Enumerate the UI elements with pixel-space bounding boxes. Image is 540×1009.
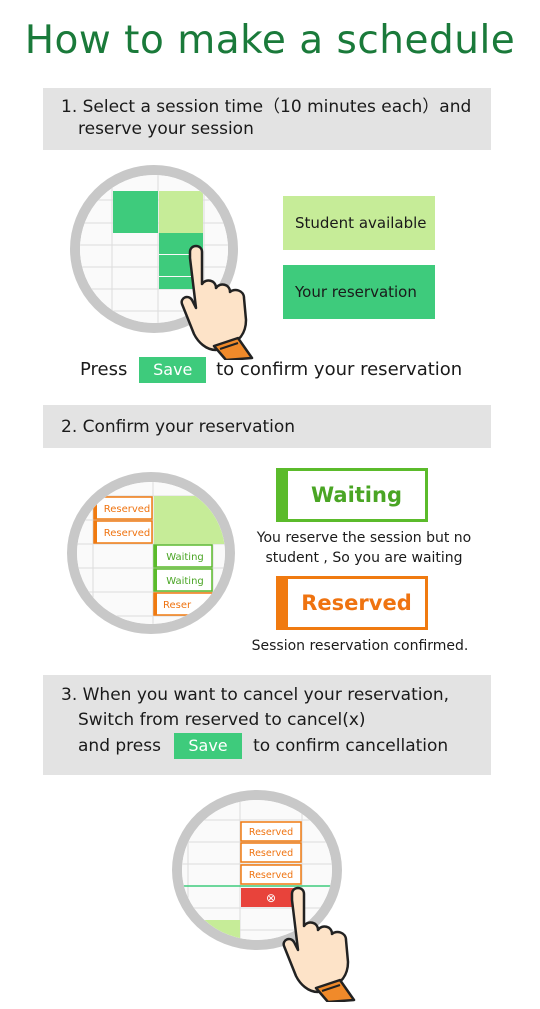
reserved-caption: Session reservation confirmed. — [240, 636, 480, 656]
magnifier-step3: Reserved Reserved Reserved ⊗ — [172, 790, 342, 950]
page-title: How to make a schedule — [24, 18, 516, 63]
grid-cell-reservation — [113, 191, 158, 212]
reserved-cell-label: Reserved — [249, 848, 293, 859]
legend-student-available-label: Student available — [295, 214, 427, 232]
waiting-cell: Waiting — [153, 568, 213, 592]
schedule-grid-zoom-2: Reserved Reserved Waiting Waiting Reser — [77, 482, 225, 624]
pointing-hand-icon — [180, 244, 254, 360]
reserved-cell: Reserved — [93, 520, 153, 544]
magnifier-step2: Reserved Reserved Waiting Waiting Reser — [67, 472, 235, 634]
waiting-caption: You reserve the session but no student ,… — [248, 528, 480, 569]
step3-line3-prefix: and press — [78, 736, 161, 757]
save-button-sample: Save — [174, 733, 242, 760]
reserved-status-box: Reserved — [276, 576, 428, 630]
waiting-caption-line2: student , So you are waiting — [265, 550, 463, 567]
step1-line1: 1. Select a session time（10 minutes each… — [61, 97, 472, 117]
waiting-status-box: Waiting — [276, 468, 428, 522]
step2-heading: 2. Confirm your reservation — [43, 405, 491, 448]
magnifier-step1 — [70, 165, 238, 333]
grid-cell-available — [159, 191, 203, 212]
step2-heading-text: 2. Confirm your reservation — [61, 417, 296, 437]
legend-student-available: Student available — [283, 196, 435, 250]
waiting-status-label: Waiting — [310, 483, 402, 507]
schedule-grid-zoom-3: Reserved Reserved Reserved ⊗ — [182, 800, 332, 940]
cancel-cell: ⊗ — [241, 888, 301, 907]
reserved-cell: Reserved — [93, 496, 153, 520]
reserved-cell-partial: Reser — [153, 592, 213, 616]
reserved-cell-label: Reserved — [104, 528, 151, 539]
step3-line1: 3. When you want to cancel your reservat… — [61, 685, 450, 705]
step3-line3-suffix: to confirm cancellation — [253, 736, 449, 757]
step3-line3: and press Save to confirm cancellation — [61, 733, 479, 760]
press-save-instruction: Press Save to confirm your reservation — [80, 357, 462, 383]
reserved-cell: Reserved — [240, 864, 302, 885]
reserved-status-label: Reserved — [301, 591, 412, 615]
press-prefix: Press — [80, 359, 128, 380]
legend-your-reservation-label: Your reservation — [295, 283, 417, 301]
reserved-cell: Reserved — [240, 821, 302, 842]
grid-cell-available — [159, 212, 203, 233]
reserved-cell-label: Reserved — [249, 827, 293, 838]
waiting-cell: Waiting — [153, 544, 213, 568]
cancel-x-icon: ⊗ — [266, 891, 276, 905]
grid-cell-reservation — [113, 212, 158, 233]
step3-heading: 3. When you want to cancel your reservat… — [43, 675, 491, 775]
legend-your-reservation: Your reservation — [283, 265, 435, 319]
waiting-cell-label: Waiting — [166, 576, 204, 587]
reserved-caption-text: Session reservation confirmed. — [251, 638, 469, 654]
reserved-cell: Reserved — [240, 842, 302, 863]
pointing-hand-icon — [282, 886, 356, 1002]
step3-line2: Switch from reserved to cancel(x) — [78, 710, 366, 731]
reserved-cell-partial-label: Reser — [163, 600, 192, 611]
waiting-caption-line1: You reserve the session but no — [256, 530, 472, 546]
waiting-cell-label: Waiting — [166, 552, 204, 563]
reserved-cell-label: Reserved — [249, 870, 293, 881]
save-button-sample: Save — [139, 357, 207, 383]
press-suffix: to confirm your reservation — [216, 359, 463, 380]
reserved-cell-label: Reserved — [104, 504, 151, 515]
step1-line2: reserve your session — [78, 119, 254, 140]
step1-heading: 1. Select a session time（10 minutes each… — [43, 88, 491, 150]
